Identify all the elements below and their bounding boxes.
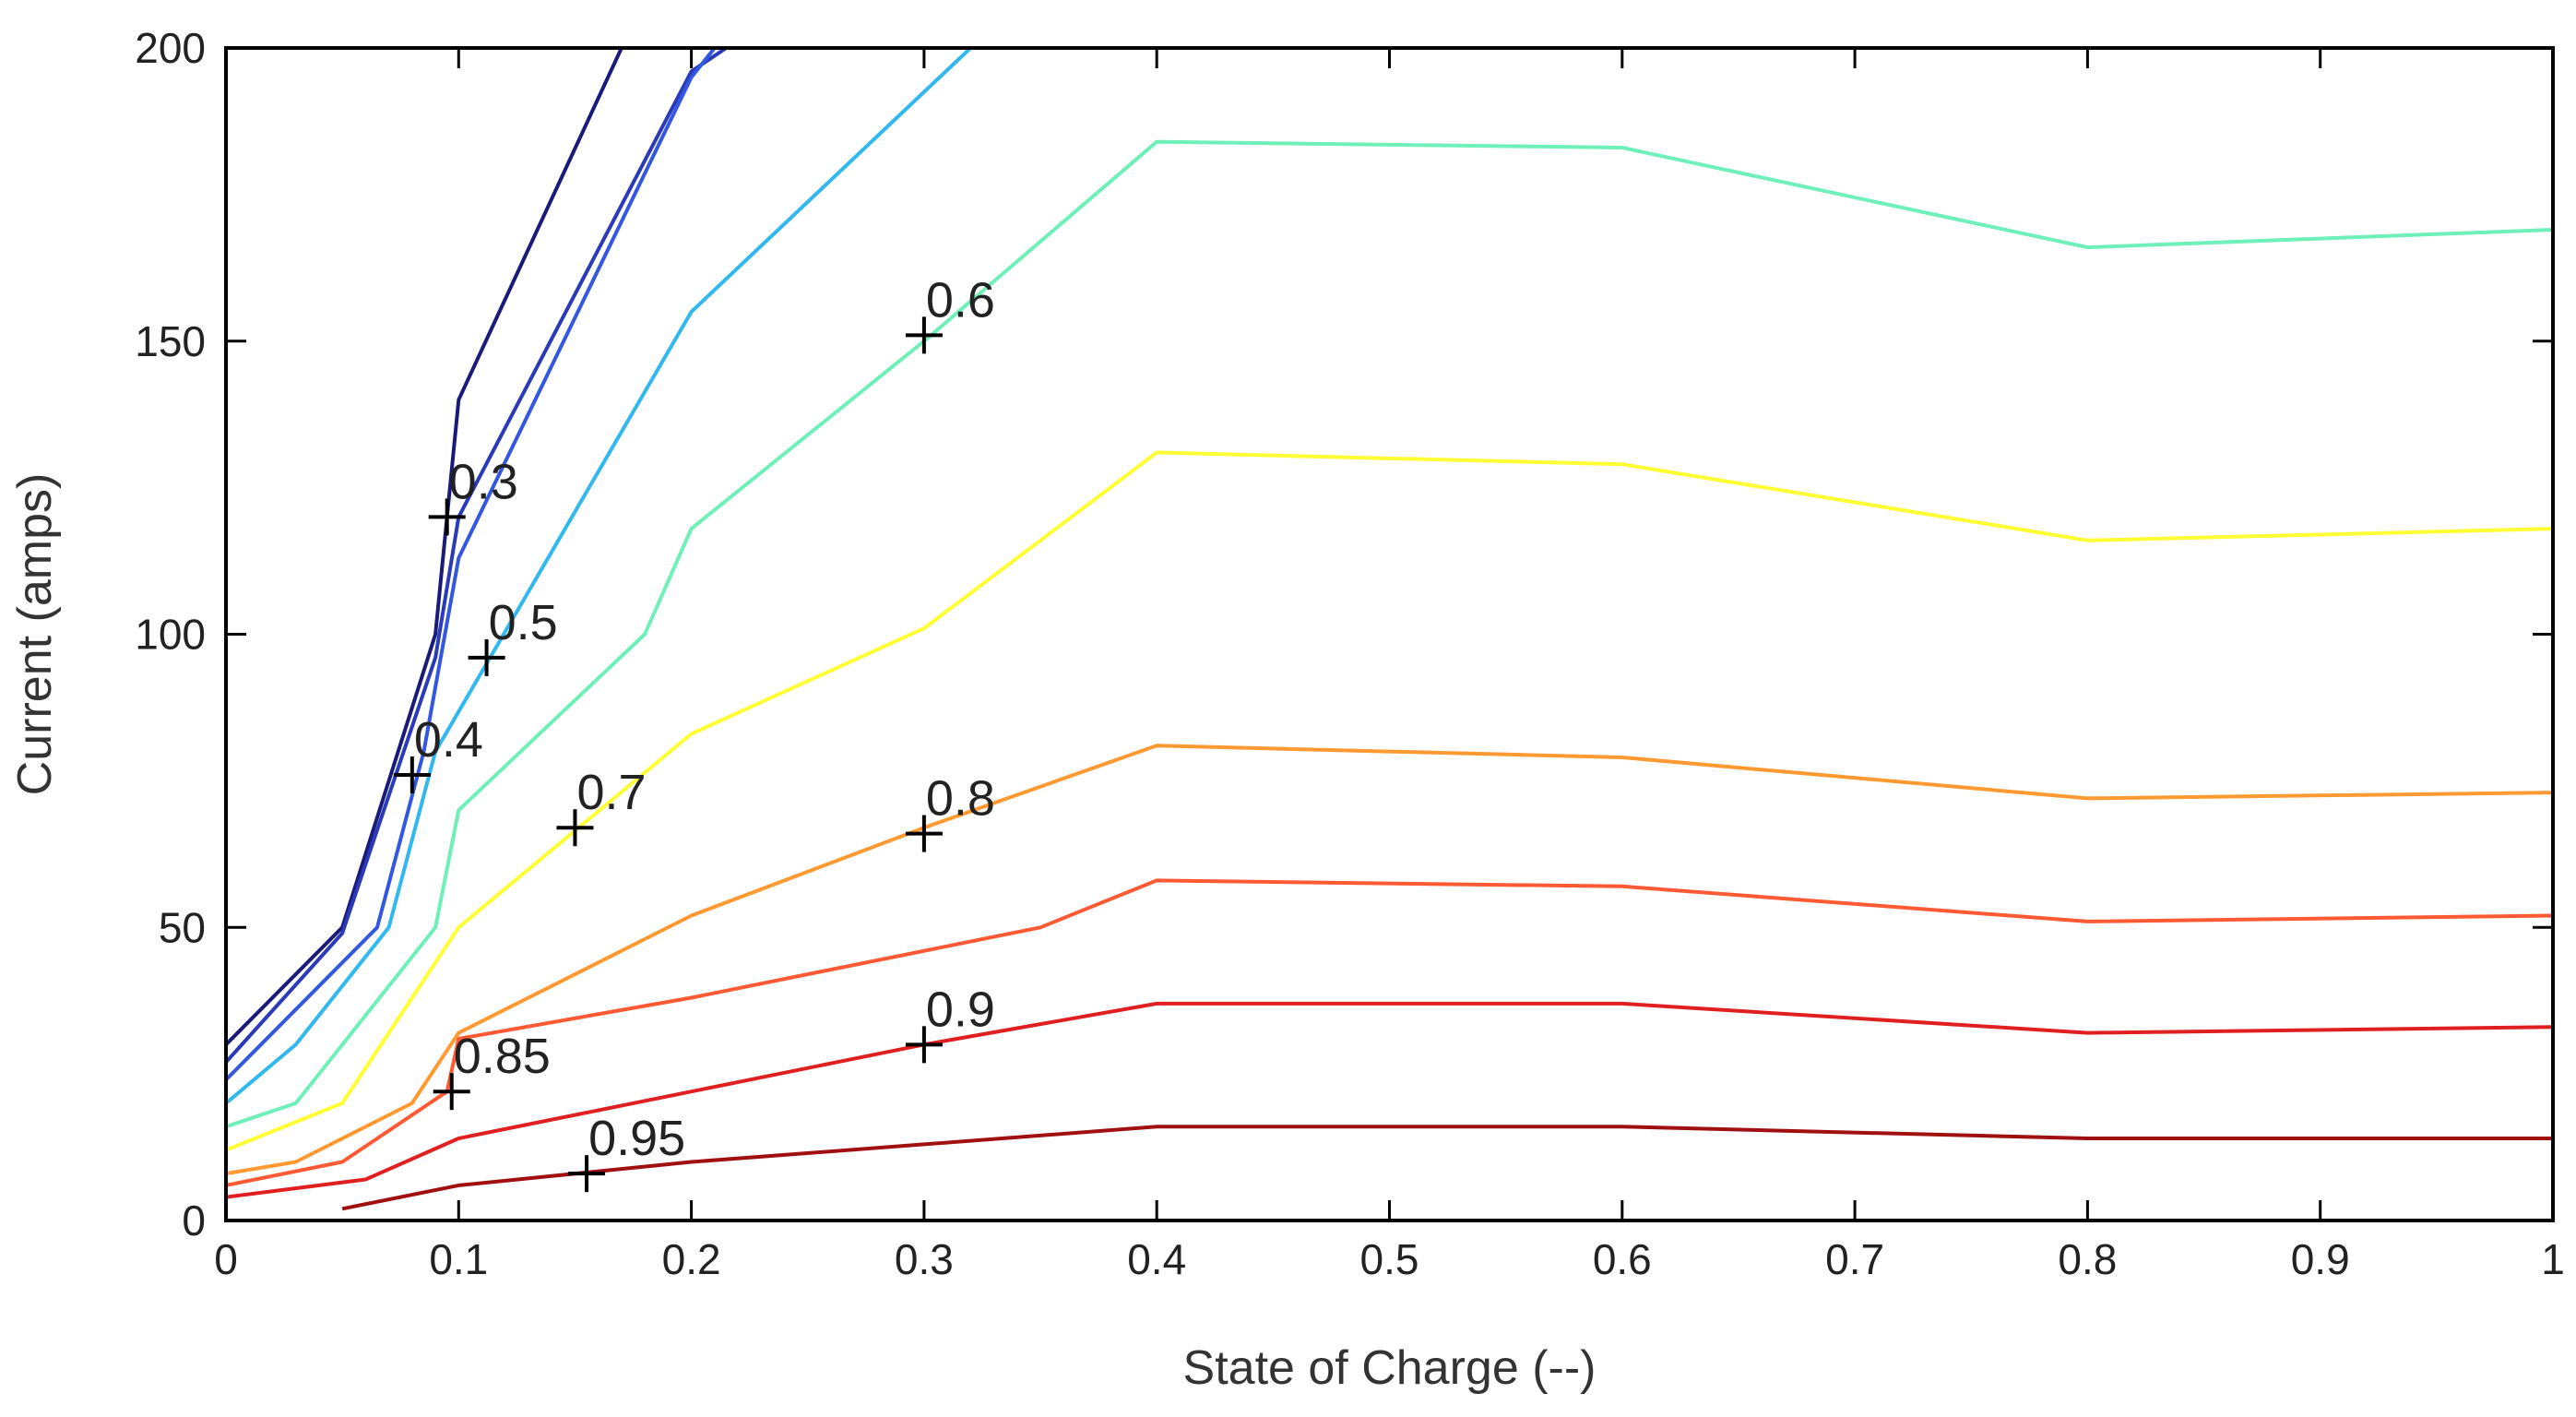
x-tick-label: 0.5 [1360,1235,1419,1283]
y-tick-label: 200 [135,24,206,72]
contour-line-0-4 [226,48,717,1081]
contour-marker: 0.8 [905,771,995,852]
contour-marker: 0.85 [433,1029,551,1111]
contour-line-0-85 [226,878,2553,1187]
x-tick-label: 0.4 [1127,1235,1186,1283]
contour-marker: 0.9 [905,982,995,1064]
x-tick-label: 0.8 [2058,1235,2117,1283]
contour-label: 0.3 [449,454,518,509]
contour-label: 0.9 [926,982,995,1037]
y-tick-label: 50 [159,903,206,951]
x-tick-label: 1 [2541,1235,2565,1283]
contour-marker: 0.95 [568,1111,685,1193]
x-tick-label: 0 [214,1235,238,1283]
x-tick-label: 0.2 [662,1235,721,1283]
contour-label: 0.6 [926,272,995,327]
contour-line-0-8 [226,744,2553,1176]
contour-label: 0.85 [454,1029,551,1084]
contour-label: 0.7 [576,765,646,820]
contour-line-0-6 [226,139,2553,1129]
y-tick-label: 150 [135,317,206,365]
x-axis-ticks: 0 0.1 0.2 0.3 0.4 0.5 0.6 0.7 0.8 0.9 1 [214,48,2565,1283]
y-axis-ticks: 0 50 100 150 200 [135,24,2553,1244]
contour-marker: 0.6 [905,272,995,354]
x-tick-label: 0.3 [895,1235,954,1283]
x-tick-label: 0.6 [1593,1235,1652,1283]
contour-line-0-2 [226,48,623,1046]
contour-label: 0.8 [926,771,995,827]
contour-marker: 0.3 [428,454,518,536]
contour-label: 0.4 [414,712,483,768]
y-axis-title: Current (amps) [8,473,62,796]
contour-marker: 0.4 [393,712,483,794]
y-tick-label: 0 [182,1197,206,1244]
contour-label: 0.5 [489,595,558,650]
contour-marker: 0.7 [556,765,647,847]
contour-label: 0.95 [588,1111,685,1166]
x-axis-title: State of Charge (--) [1183,1341,1597,1395]
x-tick-label: 0.9 [2291,1235,2350,1283]
contour-line-0-5 [226,48,972,1105]
contour-marker: 0.5 [468,595,558,676]
x-tick-label: 0.1 [429,1235,488,1283]
contour-line-0-7 [226,450,2553,1152]
x-tick-label: 0.7 [1825,1235,1884,1283]
y-tick-label: 100 [135,611,206,659]
contour-line-0-95 [341,1125,2553,1211]
contour-markers: 0.3 0.5 0.4 0.6 0.7 0.8 0.85 0.9 0.95 [393,272,995,1193]
